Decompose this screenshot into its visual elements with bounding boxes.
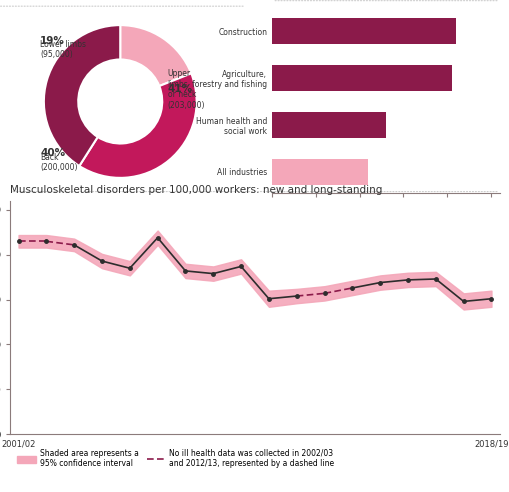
Text: Back
(200,000): Back (200,000) [40, 153, 77, 172]
Text: 41%: 41% [167, 84, 192, 94]
Bar [271, 65, 451, 91]
Bar [271, 18, 455, 44]
Wedge shape [79, 73, 196, 178]
Wedge shape [44, 25, 120, 166]
Text: 19%: 19% [40, 36, 65, 46]
Text: Musculoskeletal disorders per 100,000 workers: new and long-standing: Musculoskeletal disorders per 100,000 wo… [10, 184, 382, 195]
Wedge shape [120, 25, 191, 86]
Text: Upper
limbs
or neck
(203,000): Upper limbs or neck (203,000) [167, 69, 205, 110]
Text: Lower limbs
(95,000): Lower limbs (95,000) [40, 40, 86, 59]
X-axis label: Rate per 100,000 workers: Rate per 100,000 workers [335, 217, 435, 226]
Text: 40%: 40% [40, 149, 65, 158]
Legend: Shaded area represents a
95% confidence interval, No ill health data was collect: Shaded area represents a 95% confidence … [14, 446, 337, 471]
Bar [271, 112, 385, 138]
Bar [271, 159, 367, 185]
